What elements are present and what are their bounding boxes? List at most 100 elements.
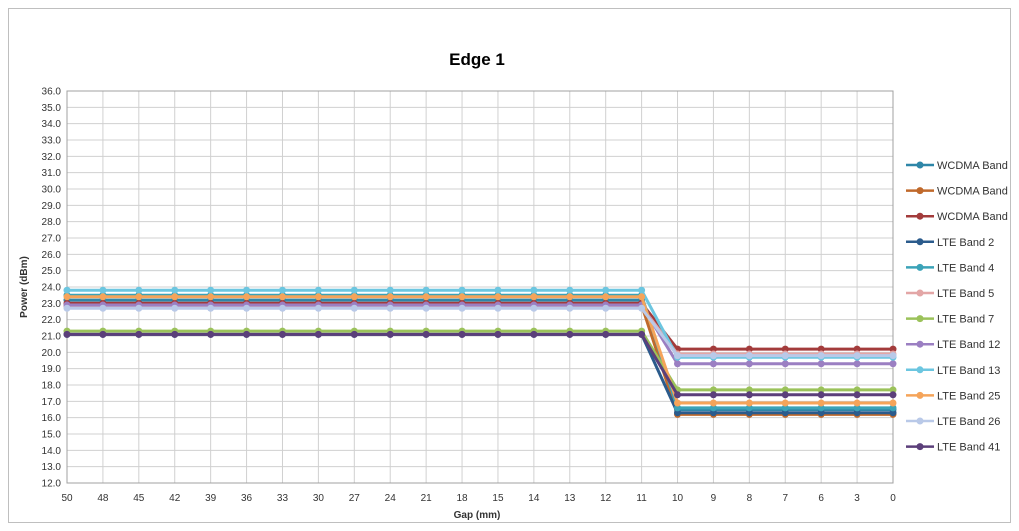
data-point xyxy=(638,304,646,312)
data-point xyxy=(674,360,682,368)
y-tick-label: 16.0 xyxy=(42,413,62,424)
legend-item: WCDMA Band xyxy=(906,160,1008,172)
data-point xyxy=(458,293,466,301)
y-tick-label: 18.0 xyxy=(42,381,62,392)
y-tick-label: 15.0 xyxy=(42,430,62,441)
data-point xyxy=(817,391,825,399)
x-tick-label: 9 xyxy=(711,493,717,504)
data-point xyxy=(602,330,610,338)
data-point xyxy=(99,286,107,294)
data-point xyxy=(817,386,825,394)
x-tick-label: 7 xyxy=(782,493,788,504)
data-point xyxy=(781,399,789,407)
y-tick-label: 22.0 xyxy=(42,315,62,326)
legend-label: LTE Band 25 xyxy=(937,390,1000,402)
legend-item: LTE Band 2 xyxy=(906,237,994,249)
legend-label: LTE Band 12 xyxy=(937,339,1000,351)
data-point xyxy=(889,399,897,407)
data-point xyxy=(817,404,825,412)
x-tick-label: 15 xyxy=(492,493,504,504)
data-point xyxy=(781,345,789,353)
series-line xyxy=(67,303,893,366)
y-tick-label: 32.0 xyxy=(42,152,62,163)
chart-title: Edge 1 xyxy=(449,50,505,69)
y-tick-label: 13.0 xyxy=(42,462,62,473)
y-tick-label: 23.0 xyxy=(42,299,62,310)
y-tick-label: 12.0 xyxy=(42,479,62,490)
series-line xyxy=(67,329,893,392)
x-tick-label: 6 xyxy=(818,493,824,504)
legend-label: WCDMA Band xyxy=(937,211,1008,223)
data-point xyxy=(709,404,717,412)
data-point xyxy=(781,409,789,417)
x-tick-label: 33 xyxy=(277,493,289,504)
data-point xyxy=(602,304,610,312)
data-point xyxy=(243,304,251,312)
legend-marker xyxy=(916,187,924,195)
data-point xyxy=(889,352,897,360)
grid-layer xyxy=(66,90,894,484)
y-tick-label: 24.0 xyxy=(42,283,62,294)
data-point xyxy=(386,304,394,312)
data-point xyxy=(386,293,394,301)
data-point xyxy=(566,304,574,312)
data-point xyxy=(674,391,682,399)
data-point xyxy=(99,330,107,338)
y-tick-label: 36.0 xyxy=(42,87,62,98)
legend-label: LTE Band 26 xyxy=(937,416,1000,428)
legend-marker xyxy=(916,289,924,297)
data-point xyxy=(171,293,179,301)
series-line xyxy=(67,288,893,359)
data-point xyxy=(566,293,574,301)
data-point xyxy=(386,330,394,338)
series-12 xyxy=(63,330,897,399)
data-point xyxy=(817,352,825,360)
x-tick-label: 13 xyxy=(564,493,576,504)
data-point xyxy=(530,330,538,338)
data-point xyxy=(530,304,538,312)
data-point xyxy=(602,293,610,301)
data-point xyxy=(674,352,682,360)
data-point xyxy=(458,330,466,338)
data-point xyxy=(243,286,251,294)
legend-marker xyxy=(916,315,924,323)
legend-marker xyxy=(916,417,924,425)
data-point xyxy=(63,293,71,301)
data-point xyxy=(817,409,825,417)
x-tick-label: 18 xyxy=(456,493,468,504)
data-point xyxy=(494,304,502,312)
legend-label: LTE Band 2 xyxy=(937,237,994,249)
data-point xyxy=(745,399,753,407)
legend-item: LTE Band 4 xyxy=(906,262,994,274)
data-point xyxy=(781,404,789,412)
legend-label: LTE Band 7 xyxy=(937,314,994,326)
data-point xyxy=(709,386,717,394)
y-tick-label: 35.0 xyxy=(42,103,62,114)
y-tick-label: 19.0 xyxy=(42,364,62,375)
data-point xyxy=(674,399,682,407)
data-point xyxy=(853,360,861,368)
legend-marker xyxy=(916,443,924,451)
chart-frame: Edge 1 12.0 13.0 14.0 15.0 16.0 17.0 18.0 19.0 2… xyxy=(8,8,1011,523)
data-point xyxy=(781,360,789,368)
data-point xyxy=(171,304,179,312)
x-tick-label: 36 xyxy=(241,493,253,504)
data-point xyxy=(889,360,897,368)
series-10 xyxy=(63,293,897,407)
x-tick-label: 14 xyxy=(528,493,540,504)
data-point xyxy=(135,293,143,301)
data-point xyxy=(709,399,717,407)
series-line xyxy=(67,303,893,416)
legend-marker xyxy=(916,366,924,374)
data-point xyxy=(171,330,179,338)
legend-label: WCDMA Band xyxy=(937,160,1008,172)
data-point xyxy=(566,286,574,294)
y-tick-label: 29.0 xyxy=(42,201,62,212)
legend-label: LTE Band 13 xyxy=(937,365,1000,377)
data-point xyxy=(530,286,538,294)
x-tick-label: 0 xyxy=(890,493,896,504)
data-point xyxy=(494,330,502,338)
x-tick-label: 12 xyxy=(600,493,612,504)
y-tick-label: 27.0 xyxy=(42,234,62,245)
x-tick-label: 45 xyxy=(133,493,145,504)
